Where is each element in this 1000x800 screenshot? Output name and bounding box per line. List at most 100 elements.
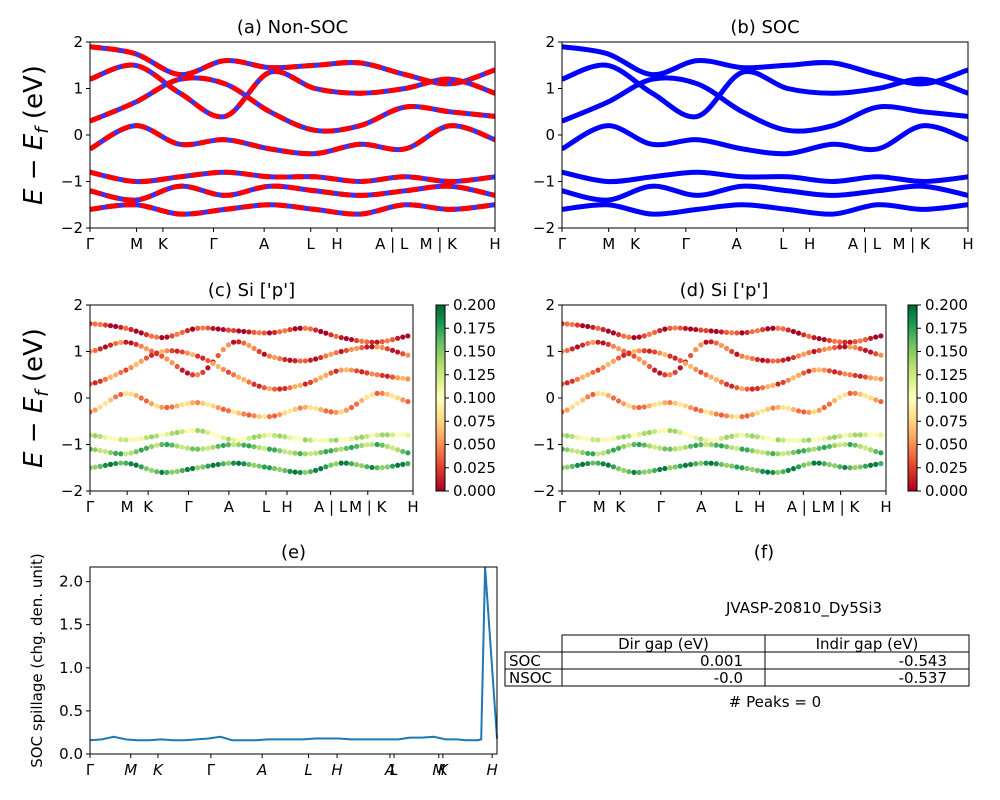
- band-point: [312, 327, 319, 333]
- band-point: [389, 393, 396, 399]
- band-point: [626, 442, 632, 448]
- band-point: [569, 404, 575, 410]
- colorbar-tick-label: 0.175: [453, 319, 496, 337]
- band-point: [333, 437, 339, 443]
- band-point: [610, 435, 617, 442]
- band-point: [261, 351, 267, 357]
- band-point: [143, 355, 149, 361]
- band-point: [287, 408, 293, 414]
- band-point: [847, 372, 853, 378]
- band-point: [585, 436, 591, 442]
- band-point: [251, 413, 257, 419]
- band-point: [236, 374, 242, 380]
- band-point: [574, 376, 581, 382]
- table-value: -0.543: [899, 652, 947, 670]
- band-point: [113, 323, 119, 330]
- xtick-label: M | K: [822, 498, 861, 516]
- band-point: [621, 333, 627, 339]
- band-point: [806, 368, 812, 374]
- band-point: [241, 436, 247, 442]
- band-point: [826, 401, 833, 407]
- band-point: [354, 345, 360, 352]
- band-point: [682, 403, 689, 409]
- band-point: [790, 328, 797, 335]
- band-point: [148, 467, 155, 473]
- band-point: [564, 380, 570, 386]
- band-point: [631, 469, 637, 475]
- band-point: [621, 348, 627, 354]
- band-point: [765, 435, 771, 442]
- xtick-label: A | L: [848, 235, 882, 253]
- band-point: [574, 434, 581, 440]
- band-point: [672, 464, 678, 470]
- band-point: [687, 363, 694, 369]
- band-point: [405, 398, 411, 405]
- colorbar-tick-label: 0.200: [925, 296, 968, 314]
- band-point: [354, 435, 360, 441]
- band-point: [693, 406, 699, 412]
- band-point: [297, 358, 303, 364]
- band-point: [400, 432, 406, 438]
- band-point: [359, 434, 365, 440]
- band-point: [184, 370, 191, 376]
- band-point: [795, 330, 802, 336]
- band-line-dash-3: [90, 123, 495, 157]
- band-point: [749, 386, 755, 392]
- band-point: [343, 445, 349, 451]
- band-point: [579, 435, 586, 441]
- band-point: [148, 348, 155, 354]
- band-point: [816, 367, 822, 373]
- band-point: [615, 346, 622, 352]
- band-point: [113, 372, 119, 378]
- band-point: [754, 356, 761, 363]
- band-point: [128, 391, 134, 397]
- band-point: [590, 437, 596, 443]
- band-point: [574, 322, 581, 328]
- band-point: [713, 411, 719, 417]
- panel-title: (e): [281, 542, 306, 563]
- band-point: [621, 352, 627, 358]
- band-point: [92, 407, 98, 413]
- band-point: [744, 447, 750, 453]
- band-point: [585, 450, 591, 456]
- band-point: [651, 444, 658, 450]
- band-line-3: [562, 123, 968, 157]
- band-point: [246, 379, 252, 385]
- band-point: [256, 330, 262, 336]
- band-point: [359, 338, 365, 344]
- colorbar-gradient: [435, 304, 446, 492]
- band-point: [826, 443, 833, 450]
- band-point: [759, 468, 766, 474]
- band-line-1: [562, 62, 968, 120]
- band-point: [271, 354, 278, 361]
- band-point: [241, 411, 247, 417]
- band-point: [811, 460, 817, 466]
- band-point: [749, 466, 755, 473]
- band-point: [369, 392, 375, 398]
- xtick-label: L: [390, 761, 398, 779]
- band-point: [610, 447, 617, 453]
- band-point: [236, 460, 242, 466]
- panel-e: 0.00.51.01.52.0Γ M K Γ A L H AL MK H(e)SOC spilla…: [28, 542, 498, 779]
- band-point: [821, 336, 827, 343]
- band-point: [626, 403, 632, 409]
- band-point: [364, 339, 370, 345]
- band-point: [837, 464, 843, 470]
- band-point: [682, 444, 689, 450]
- band-point: [143, 332, 149, 338]
- band-point: [821, 461, 827, 467]
- band-point: [379, 432, 385, 438]
- band-point: [159, 348, 165, 355]
- band-point: [662, 326, 668, 332]
- band-point: [405, 450, 411, 456]
- band-point: [713, 436, 719, 442]
- band-point: [831, 369, 838, 375]
- band-point: [873, 334, 879, 340]
- band-point: [780, 437, 786, 443]
- band-point: [302, 358, 308, 364]
- band-point: [605, 436, 611, 442]
- band-point: [677, 463, 683, 469]
- band-point: [667, 325, 673, 331]
- band-point: [564, 464, 570, 470]
